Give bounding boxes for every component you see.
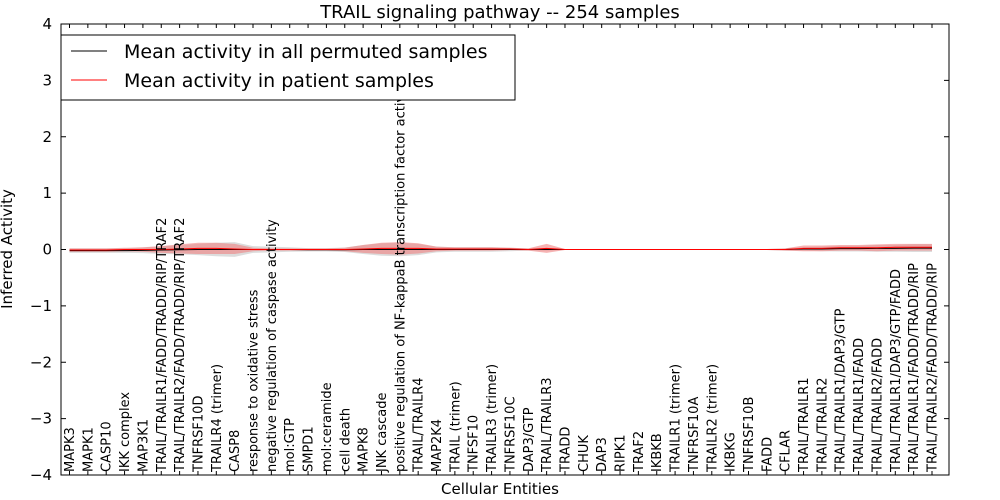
legend-box — [60, 34, 516, 101]
x-category-label: MAP3K1 — [136, 419, 151, 472]
x-category-label: DAP3/GTP — [522, 407, 537, 472]
y-tick-label: 2 — [42, 128, 52, 146]
x-category-label: FADD — [760, 437, 775, 472]
x-category-label: MAPK3 — [63, 427, 78, 472]
x-axis-category-labels: MAPK3 MAPK1 CASP10 IKK complex MAP3K1 TRAIL/T… — [63, 78, 941, 473]
x-category-label: cell death — [338, 408, 353, 472]
x-category-label: CFLAR — [779, 430, 794, 472]
y-tick-label: 1 — [42, 184, 52, 202]
x-category-label: TRAF2 — [632, 431, 647, 473]
x-category-label: MAPK1 — [81, 427, 96, 472]
x-category-label: TRAIL/TRAILR3 — [540, 377, 555, 473]
legend-label-permuted: Mean activity in all permuted samples — [124, 41, 487, 63]
x-category-label: TRAIL/TRAILR2/FADD/TRADD/RIP — [926, 263, 941, 473]
x-category-label: TRAIL/TRAILR1 — [797, 377, 812, 473]
x-category-label: TRAIL/TRAILR1/DAP3/GTP — [834, 308, 849, 473]
legend: Mean activity in all permuted samples Me… — [60, 34, 516, 101]
x-category-label: TRAILR2 (trimer) — [705, 364, 720, 473]
x-category-label: CHUK — [577, 435, 592, 472]
series-lines — [69, 246, 932, 252]
legend-label-patient: Mean activity in patient samples — [124, 70, 434, 92]
y-tick-label: −3 — [30, 410, 52, 428]
y-tick-label: −1 — [30, 297, 52, 315]
x-category-label: SMPD1 — [302, 426, 317, 472]
x-category-label: CASP8 — [228, 430, 243, 472]
patient-band — [69, 242, 932, 255]
y-axis-title: Inferred Activity — [0, 189, 16, 309]
x-axis-ticks — [69, 24, 933, 475]
patient-mean-line — [69, 246, 932, 251]
x-category-label: TRADD — [558, 427, 573, 473]
y-tick-label: −2 — [30, 353, 52, 371]
x-category-label: TRAILR3 (trimer) — [485, 364, 500, 473]
x-category-label: TRAIL/TRAILR4 — [412, 377, 427, 473]
x-category-label: response to oxidative stress — [247, 289, 262, 472]
x-category-label: RIPK1 — [614, 434, 629, 472]
x-category-label: IKK complex — [118, 392, 133, 472]
x-category-label: CASP10 — [100, 421, 115, 472]
x-category-label: MAP2K4 — [430, 419, 445, 472]
x-category-label: negative regulation of caspase activity — [265, 219, 280, 472]
y-tick-label: −4 — [30, 466, 52, 484]
x-category-label: TRAIL (trimer) — [448, 381, 463, 473]
x-category-label: TNFRSF10D — [191, 396, 206, 473]
x-category-label: TRAIL/TRAILR1/DAP3/GTP/FADD — [889, 269, 904, 473]
x-category-label: JNK cascade — [375, 393, 390, 473]
x-category-label: TRAIL/TRAILR2 — [815, 377, 830, 473]
y-tick-label: 4 — [42, 15, 52, 33]
x-category-label: IKBKB — [650, 433, 665, 472]
x-category-label: TNFRSF10A — [687, 397, 702, 473]
x-axis-title: Cellular Entities — [441, 480, 559, 498]
x-category-label: TRAIL/TRAILR1/FADD — [852, 338, 867, 473]
y-axis-ticks: −4 −3 −2 −1 0 1 2 3 4 — [30, 15, 949, 484]
x-category-label: TRAILR4 (trimer) — [210, 364, 225, 473]
x-category-label: TNFRSF10B — [742, 397, 757, 473]
x-category-label: TRAIL/TRAILR1/FADD/TRADD/RIP/TRAF2 — [155, 218, 170, 473]
x-category-label: TRAIL/TRAILR1/FADD/TRADD/RIP — [907, 263, 922, 473]
x-category-label: IKBKG — [724, 432, 739, 472]
x-category-label: DAP3 — [595, 437, 610, 472]
y-tick-label: 3 — [42, 71, 52, 89]
x-category-label: mol:GTP — [283, 418, 298, 472]
x-category-label: positive regulation of NF-kappaB transcr… — [393, 78, 408, 472]
x-category-label: MAPK8 — [357, 427, 372, 472]
x-category-label: TNFSF10 — [467, 415, 482, 473]
x-category-label: TNFRSF10C — [503, 396, 518, 473]
x-category-label: TRAIL/TRAILR2/FADD/TRADD/RIP/TRAF2 — [173, 218, 188, 473]
x-category-label: TRAILR1 (trimer) — [669, 364, 684, 473]
chart-title: TRAIL signaling pathway -- 254 samples — [319, 2, 680, 23]
y-tick-label: 0 — [42, 241, 52, 259]
x-category-label: mol:ceramide — [320, 382, 335, 472]
x-category-label: TRAIL/TRAILR2/FADD — [870, 338, 885, 473]
